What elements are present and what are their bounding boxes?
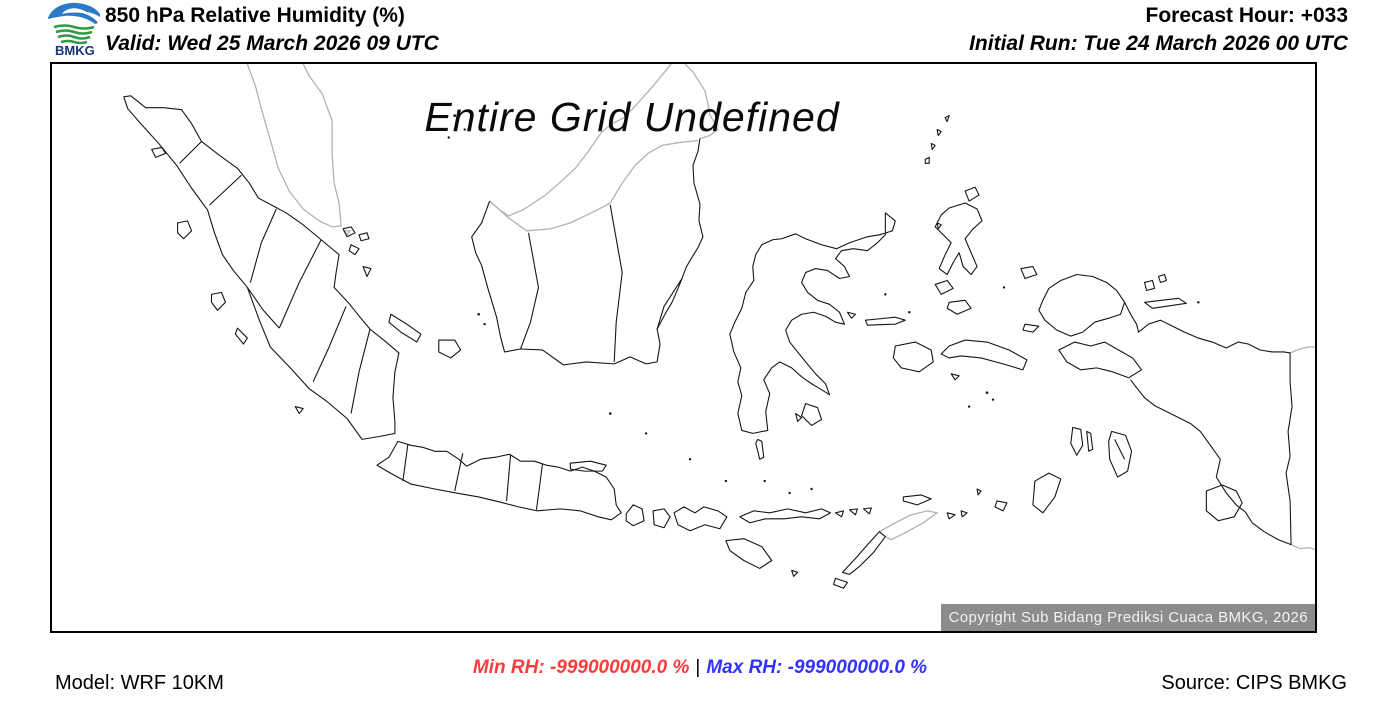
logo-cloud-swirl bbox=[48, 2, 100, 24]
initial-run: Initial Run: Tue 24 March 2026 00 UTC bbox=[969, 32, 1348, 55]
header-left: 850 hPa Relative Humidity (%) Valid: Wed… bbox=[105, 2, 439, 58]
rh-minmax-line: Min RH: -999000000.0 % | Max RH: -99900000… bbox=[0, 657, 1400, 679]
source-label: Source: CIPS BMKG bbox=[1161, 672, 1347, 694]
min-rh-label: Min RH: -999000000.0 % bbox=[472, 657, 690, 678]
forecast-hour: Forecast Hour: +033 bbox=[1145, 4, 1349, 27]
map-panel: Entire Grid Undefined Copyright Sub Bida… bbox=[50, 62, 1317, 633]
indonesia-map bbox=[123, 64, 1315, 589]
islet-dots bbox=[427, 114, 1200, 495]
header-right: Forecast Hour: +033 Initial Run: Tue 24 … bbox=[969, 2, 1348, 58]
logo-waves bbox=[53, 24, 95, 45]
bmkg-logo-icon: BMKG bbox=[48, 2, 100, 57]
minmax-separator: | bbox=[695, 657, 701, 678]
model-label: Model: WRF 10KM bbox=[55, 672, 224, 694]
copyright-badge: Copyright Sub Bidang Prediksi Cuaca BMKG… bbox=[940, 604, 1315, 631]
page-title: 850 hPa Relative Humidity (%) bbox=[105, 4, 405, 27]
grid-undefined-message: Entire Grid Undefined bbox=[424, 94, 840, 140]
domestic-coastlines bbox=[123, 95, 1293, 589]
foreign-coastlines bbox=[246, 64, 1315, 551]
logo-cloud-hump bbox=[62, 8, 88, 14]
logo-wordmark: BMKG bbox=[55, 43, 95, 57]
max-rh-label: Max RH: -999000000.0 % bbox=[706, 657, 928, 678]
valid-time: Valid: Wed 25 March 2026 09 UTC bbox=[105, 32, 439, 55]
